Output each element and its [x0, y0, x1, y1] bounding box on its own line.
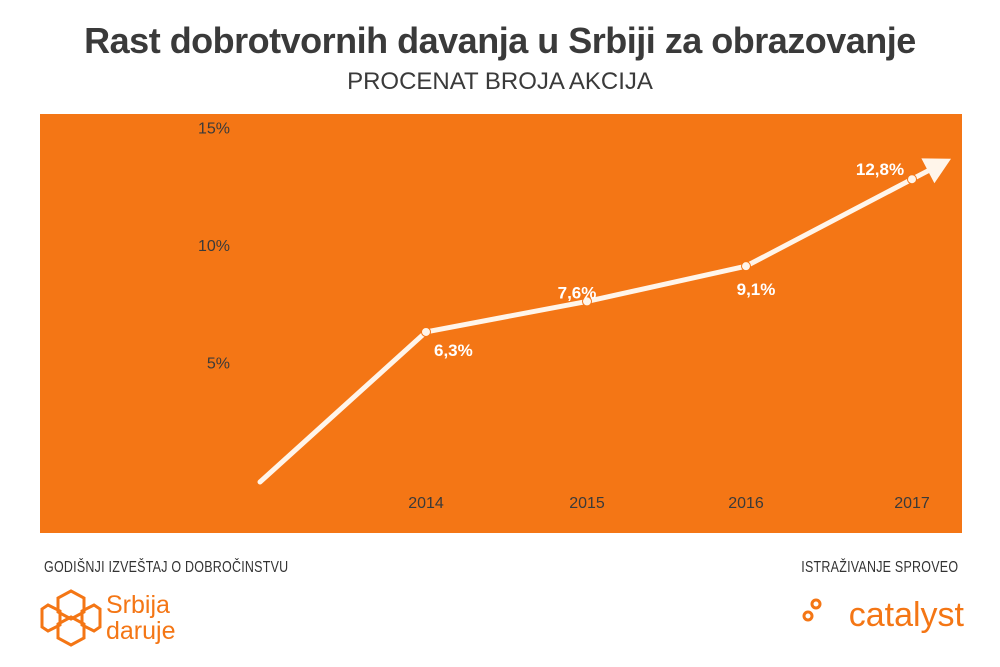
line-chart: 5% 10% 15% 2014 2015 2016 2017 6,3% 7,6% 9,1% 12,8… — [198, 121, 951, 512]
y-tick-label: 5% — [207, 356, 230, 373]
x-tick-label: 2014 — [408, 495, 444, 512]
x-tick-label: 2016 — [728, 495, 764, 512]
chart-area: 5% 10% 15% 2014 2015 2016 2017 6,3% 7,6% 9,1% 12,8… — [40, 114, 962, 533]
series-line — [257, 162, 942, 485]
srbija-daruje-logo: Srbija daruje — [40, 587, 210, 649]
catalyst-logo-icon — [802, 598, 822, 622]
arrow-head-icon — [921, 158, 951, 184]
chart-title: Rast dobrotvornih davanja u Srbiji za ob… — [84, 20, 916, 61]
data-point — [907, 174, 917, 185]
data-point — [582, 296, 592, 307]
data-label: 6,3% — [434, 341, 473, 360]
data-point — [421, 326, 431, 337]
logo-text-daruje: daruje — [106, 617, 176, 645]
srbija-daruje-logo-icon — [40, 589, 102, 647]
report-caption: GODIŠNJI IZVEŠTAJ O DOBROČINSTVU — [44, 559, 289, 576]
data-label: 12,8% — [856, 160, 904, 179]
research-caption: ISTRAŽIVANJE SPROVEO — [800, 559, 958, 576]
data-point — [741, 261, 751, 272]
y-tick-label: 15% — [198, 121, 230, 138]
data-label: 7,6% — [558, 283, 597, 302]
x-tick-label: 2015 — [569, 495, 605, 512]
logo-text-srbija: Srbija — [106, 591, 170, 619]
chart-subtitle: PROCENAT BROJA AKCIJA — [347, 68, 653, 95]
x-tick-label: 2017 — [894, 495, 930, 512]
logo-text-catalyst: catalyst — [848, 596, 964, 634]
y-tick-label: 10% — [198, 238, 230, 255]
catalyst-logo: catalyst — [802, 596, 964, 646]
data-label: 9,1% — [737, 280, 776, 299]
